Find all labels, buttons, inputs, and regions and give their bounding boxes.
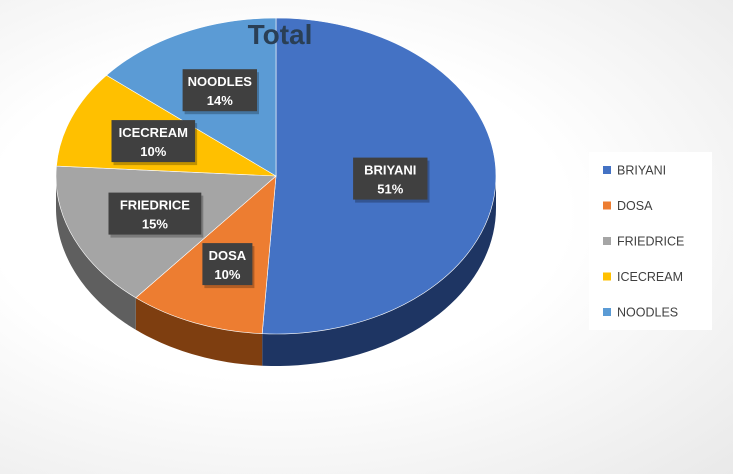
legend-swatch (603, 166, 611, 174)
data-label-category: ICECREAM (119, 125, 188, 140)
data-label-value: 10% (140, 144, 166, 159)
legend-swatch (603, 308, 611, 316)
legend-label: ICECREAM (617, 270, 683, 284)
data-label-noodles: NOODLES 14% (182, 69, 259, 115)
data-labels: BRIYANI 51% DOSA 10% FRIEDRICE 15% ICECREAM 10%… (108, 69, 430, 289)
data-label-category: FRIEDRICE (120, 198, 190, 213)
legend-label: NOODLES (617, 306, 678, 320)
pie-side-briyani (262, 176, 496, 366)
pie-side-friedrice (56, 176, 136, 330)
data-label-dosa: DOSA 10% (202, 243, 255, 289)
data-label-value: 51% (377, 182, 403, 197)
data-label-value: 15% (142, 217, 168, 232)
chart-title: Total (248, 19, 313, 50)
legend-swatch (603, 201, 611, 210)
legend: BRIYANI DOSA FRIEDRICE ICECREAM NOODLES (589, 152, 712, 330)
pie-side-dosa (135, 297, 263, 366)
data-label-category: NOODLES (188, 74, 253, 89)
legend-item-briyani: BRIYANI (603, 164, 666, 178)
data-label-box (353, 157, 428, 200)
data-label-icecream: ICECREAM 10% (111, 120, 198, 166)
data-label-box (202, 243, 253, 286)
legend-label: DOSA (617, 199, 653, 213)
data-label-value: 14% (207, 93, 233, 108)
pie-sides (56, 176, 496, 366)
legend-label: FRIEDRICE (617, 235, 684, 249)
data-label-category: BRIYANI (364, 163, 416, 178)
data-label-briyani: BRIYANI 51% (353, 157, 430, 203)
data-label-box (182, 69, 257, 112)
data-label-box (108, 192, 202, 235)
legend-item-friedrice: FRIEDRICE (603, 235, 684, 249)
legend-swatch (603, 272, 611, 281)
legend-item-icecream: ICECREAM (603, 270, 683, 284)
data-label-friedrice: FRIEDRICE 15% (108, 192, 204, 238)
legend-item-noodles: NOODLES (603, 306, 678, 320)
pie-slices (55, 17, 497, 335)
legend-swatch (603, 237, 611, 245)
legend-item-dosa: DOSA (603, 199, 653, 213)
legend-label: BRIYANI (617, 164, 666, 178)
data-label-value: 10% (214, 267, 240, 282)
data-label-box (111, 120, 196, 163)
data-label-category: DOSA (209, 248, 247, 263)
